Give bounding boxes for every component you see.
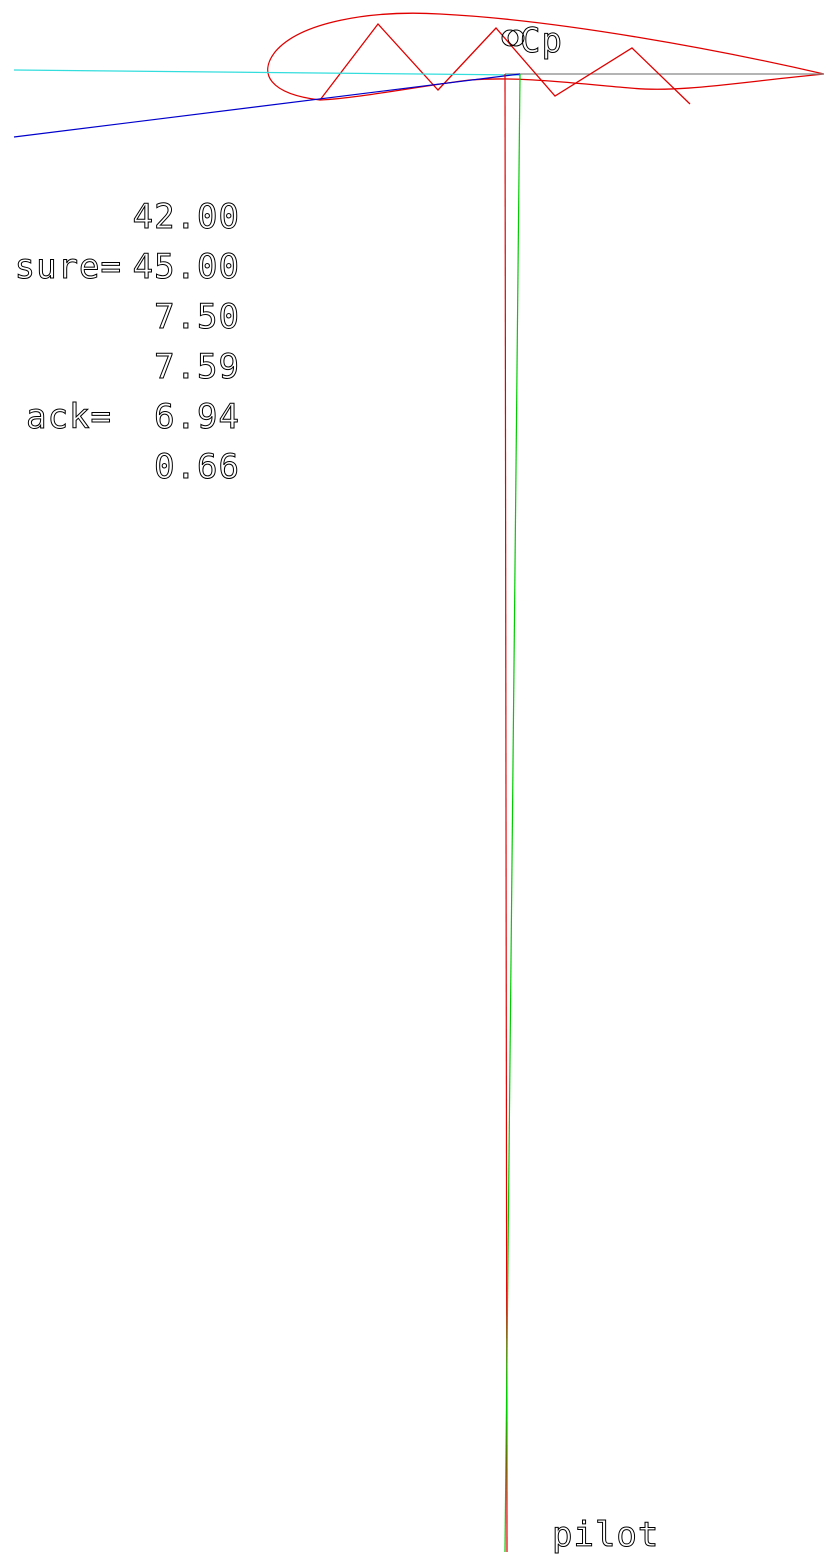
readout-label-2: sure= bbox=[15, 247, 122, 287]
readout-value-2: 45.00 bbox=[133, 247, 240, 287]
readout-value-6: 0.66 bbox=[154, 447, 240, 487]
cyan-line bbox=[13, 69, 521, 76]
pressure-zigzag bbox=[319, 22, 691, 105]
readout-block: 42.00 sure= 45.00 7.50 7.59 ack= 6.94 0.… bbox=[14, 197, 240, 488]
readout-value-1: 42.00 bbox=[133, 197, 240, 237]
red-vertical-line bbox=[504, 73, 508, 1553]
pilot-label: pilot bbox=[552, 1515, 659, 1555]
green-vertical-line bbox=[504, 73, 521, 1553]
blue-line bbox=[13, 73, 521, 138]
airfoil-outline bbox=[267, 12, 824, 101]
readout-value-3: 7.50 bbox=[154, 297, 240, 337]
cp-marker-circle bbox=[501, 29, 519, 47]
cp-label: Cp bbox=[520, 21, 563, 61]
cp-marker-circle-2 bbox=[507, 29, 525, 47]
readout-label-5: ack= bbox=[26, 397, 112, 437]
readout-value-5: 6.94 bbox=[154, 397, 240, 437]
readout-value-4: 7.59 bbox=[154, 347, 240, 387]
